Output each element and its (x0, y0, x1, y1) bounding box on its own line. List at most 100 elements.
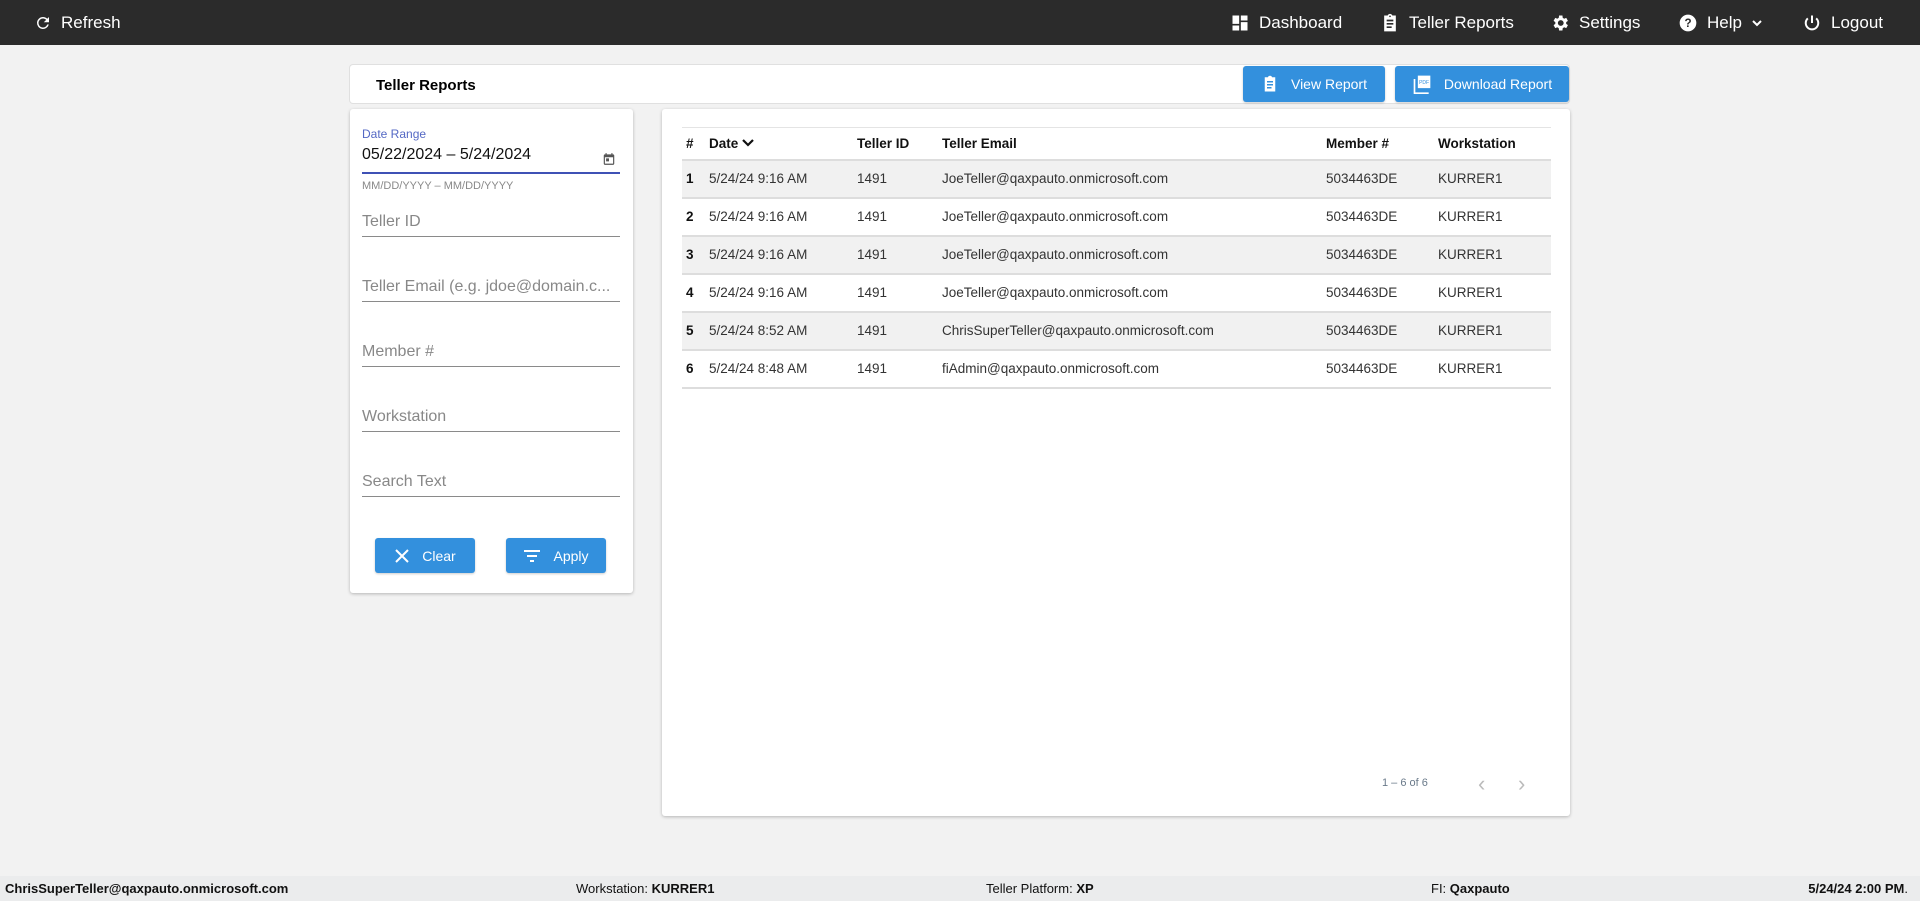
pdf-icon: PDF (1413, 75, 1431, 94)
cell-date: 5/24/24 9:16 AM (709, 159, 857, 199)
table-row[interactable]: 6 5/24/24 8:48 AM 1491 fiAdmin@qaxpauto.onm… (682, 349, 1551, 389)
table-row[interactable]: 5 5/24/24 8:52 AM 1491 ChrisSuperTeller@qax… (682, 311, 1551, 351)
workstation-input[interactable]: Workstation (362, 404, 620, 432)
cell-workstation: KURRER1 (1438, 159, 1551, 199)
cell-teller-email: ChrisSuperTeller@qaxpauto.onmicrosoft.co… (942, 311, 1326, 351)
footer-user-value: ChrisSuperTeller@qaxpauto.onmicrosoft.co… (5, 881, 289, 896)
cell-member-number: 5034463DE (1326, 197, 1438, 237)
cell-row-number: 1 (682, 159, 709, 199)
cell-row-number: 4 (682, 273, 709, 313)
teller-id-input[interactable]: Teller ID (362, 209, 620, 237)
nav-label: Help (1707, 12, 1742, 32)
nav-dashboard[interactable]: Dashboard (1230, 0, 1342, 45)
column-header-teller-id[interactable]: Teller ID (857, 127, 942, 161)
refresh-button[interactable]: Refresh (34, 0, 121, 45)
cell-teller-email: JoeTeller@qaxpauto.onmicrosoft.com (942, 235, 1326, 275)
next-page-button[interactable]: › (1518, 771, 1526, 796)
clipboard-icon (1264, 75, 1276, 92)
nav-help[interactable]: ? Help (1678, 0, 1763, 45)
results-table: # Date Teller ID Teller Email Member # W… (682, 127, 1551, 389)
power-icon (1804, 15, 1820, 30)
table-row[interactable]: 3 5/24/24 9:16 AM 1491 JoeTeller@qaxpauto.o… (682, 235, 1551, 275)
cell-row-number: 3 (682, 235, 709, 275)
cell-workstation: KURRER1 (1438, 235, 1551, 275)
date-end[interactable]: 5/24/2024 (459, 146, 532, 163)
table-row[interactable]: 2 5/24/24 9:16 AM 1491 JoeTeller@qaxpauto.o… (682, 197, 1551, 237)
date-range-hint: MM/DD/YYYY – MM/DD/YYYY (362, 180, 514, 192)
cell-workstation: KURRER1 (1438, 273, 1551, 313)
teller-email-input[interactable]: Teller Email (e.g. jdoe@domain.c... (362, 274, 620, 302)
cell-member-number: 5034463DE (1326, 311, 1438, 351)
cell-row-number: 2 (682, 197, 709, 237)
date-range-label: Date Range (362, 127, 427, 141)
chevron-down-icon (1752, 19, 1762, 26)
cell-teller-email: JoeTeller@qaxpauto.onmicrosoft.com (942, 159, 1326, 199)
clipboard-icon (1384, 13, 1396, 31)
filter-icon (524, 549, 541, 562)
page-title: Teller Reports (376, 77, 476, 94)
clear-button[interactable]: Clear (375, 538, 475, 573)
table-row[interactable]: 4 5/24/24 9:16 AM 1491 JoeTeller@qaxpauto.o… (682, 273, 1551, 313)
date-start[interactable]: 05/22/2024 (362, 146, 443, 163)
refresh-label: Refresh (61, 12, 121, 32)
previous-page-button[interactable]: ‹ (1478, 771, 1486, 796)
status-bar: ChrisSuperTeller@qaxpauto.onmicrosoft.co… (0, 876, 1920, 901)
column-header-workstation[interactable]: Workstation (1438, 127, 1551, 161)
cell-teller-email: JoeTeller@qaxpauto.onmicrosoft.com (942, 273, 1326, 313)
date-header-label: Date (709, 135, 739, 151)
cell-member-number: 5034463DE (1326, 349, 1438, 389)
clear-label: Clear (422, 547, 456, 564)
filter-panel: Date Range 05/22/2024 – 5/24/2024 MM/DD/… (350, 109, 633, 593)
footer-fi: FI: Qaxpauto (1431, 881, 1510, 896)
pagination-range: 1 – 6 of 6 (1382, 777, 1428, 789)
column-header-date[interactable]: Date (709, 127, 857, 161)
member-number-input[interactable]: Member # (362, 339, 620, 367)
cell-teller-email: JoeTeller@qaxpauto.onmicrosoft.com (942, 197, 1326, 237)
sort-descending-icon[interactable] (742, 138, 754, 148)
cell-workstation: KURRER1 (1438, 197, 1551, 237)
nav-settings[interactable]: Settings (1550, 0, 1640, 45)
date-range-input[interactable]: 05/22/2024 – 5/24/2024 (362, 146, 620, 174)
svg-text:PDF: PDF (1419, 80, 1429, 86)
top-bar: Refresh Dashboard Teller Reports Setting… (0, 0, 1920, 45)
nav-label: Dashboard (1259, 12, 1343, 32)
footer-platform-value: XP (1076, 881, 1094, 896)
nav-logout[interactable]: Logout (1802, 0, 1883, 45)
table-row[interactable]: 1 5/24/24 9:16 AM 1491 JoeTeller@qaxpauto.o… (682, 159, 1551, 199)
view-report-label: View Report (1290, 76, 1367, 92)
column-header-teller-email[interactable]: Teller Email (942, 127, 1326, 161)
cell-date: 5/24/24 9:16 AM (709, 273, 857, 313)
view-report-button[interactable]: View Report (1243, 66, 1385, 102)
footer-datetime-value: 5/24/24 2:00 PM (1808, 881, 1905, 896)
search-text-input[interactable]: Search Text (362, 469, 620, 497)
download-report-button[interactable]: PDF Download Report (1395, 66, 1569, 102)
cell-teller-id: 1491 (857, 311, 942, 351)
footer-datetime: 5/24/24 2:00 PM. (1808, 881, 1908, 896)
apply-label: Apply (553, 547, 589, 564)
date-separator: – (442, 146, 460, 163)
footer-workstation: Workstation: KURRER1 (576, 881, 714, 896)
cell-date: 5/24/24 8:48 AM (709, 349, 857, 389)
cell-row-number: 5 (682, 311, 709, 351)
nav-label: Logout (1831, 12, 1883, 32)
calendar-icon[interactable] (602, 152, 616, 166)
results-panel: # Date Teller ID Teller Email Member # W… (662, 109, 1570, 816)
footer-platform-label: Teller Platform: (986, 881, 1077, 896)
nav-teller-reports[interactable]: Teller Reports (1380, 0, 1514, 45)
apply-button[interactable]: Apply (506, 538, 606, 573)
help-icon: ? (1679, 14, 1697, 31)
cell-teller-id: 1491 (857, 197, 942, 237)
footer-user: ChrisSuperTeller@qaxpauto.onmicrosoft.co… (5, 881, 288, 896)
cell-member-number: 5034463DE (1326, 273, 1438, 313)
cell-row-number: 6 (682, 349, 709, 389)
footer-datetime-suffix: . (1904, 881, 1908, 896)
footer-fi-label: FI: (1431, 881, 1450, 896)
table-header-row: # Date Teller ID Teller Email Member # W… (682, 127, 1551, 161)
footer-platform: Teller Platform: XP (986, 881, 1094, 896)
cell-teller-id: 1491 (857, 235, 942, 275)
dashboard-icon (1232, 15, 1248, 30)
cell-member-number: 5034463DE (1326, 159, 1438, 199)
cell-workstation: KURRER1 (1438, 311, 1551, 351)
footer-fi-value: Qaxpauto (1449, 881, 1510, 896)
column-header-member[interactable]: Member # (1326, 127, 1438, 161)
